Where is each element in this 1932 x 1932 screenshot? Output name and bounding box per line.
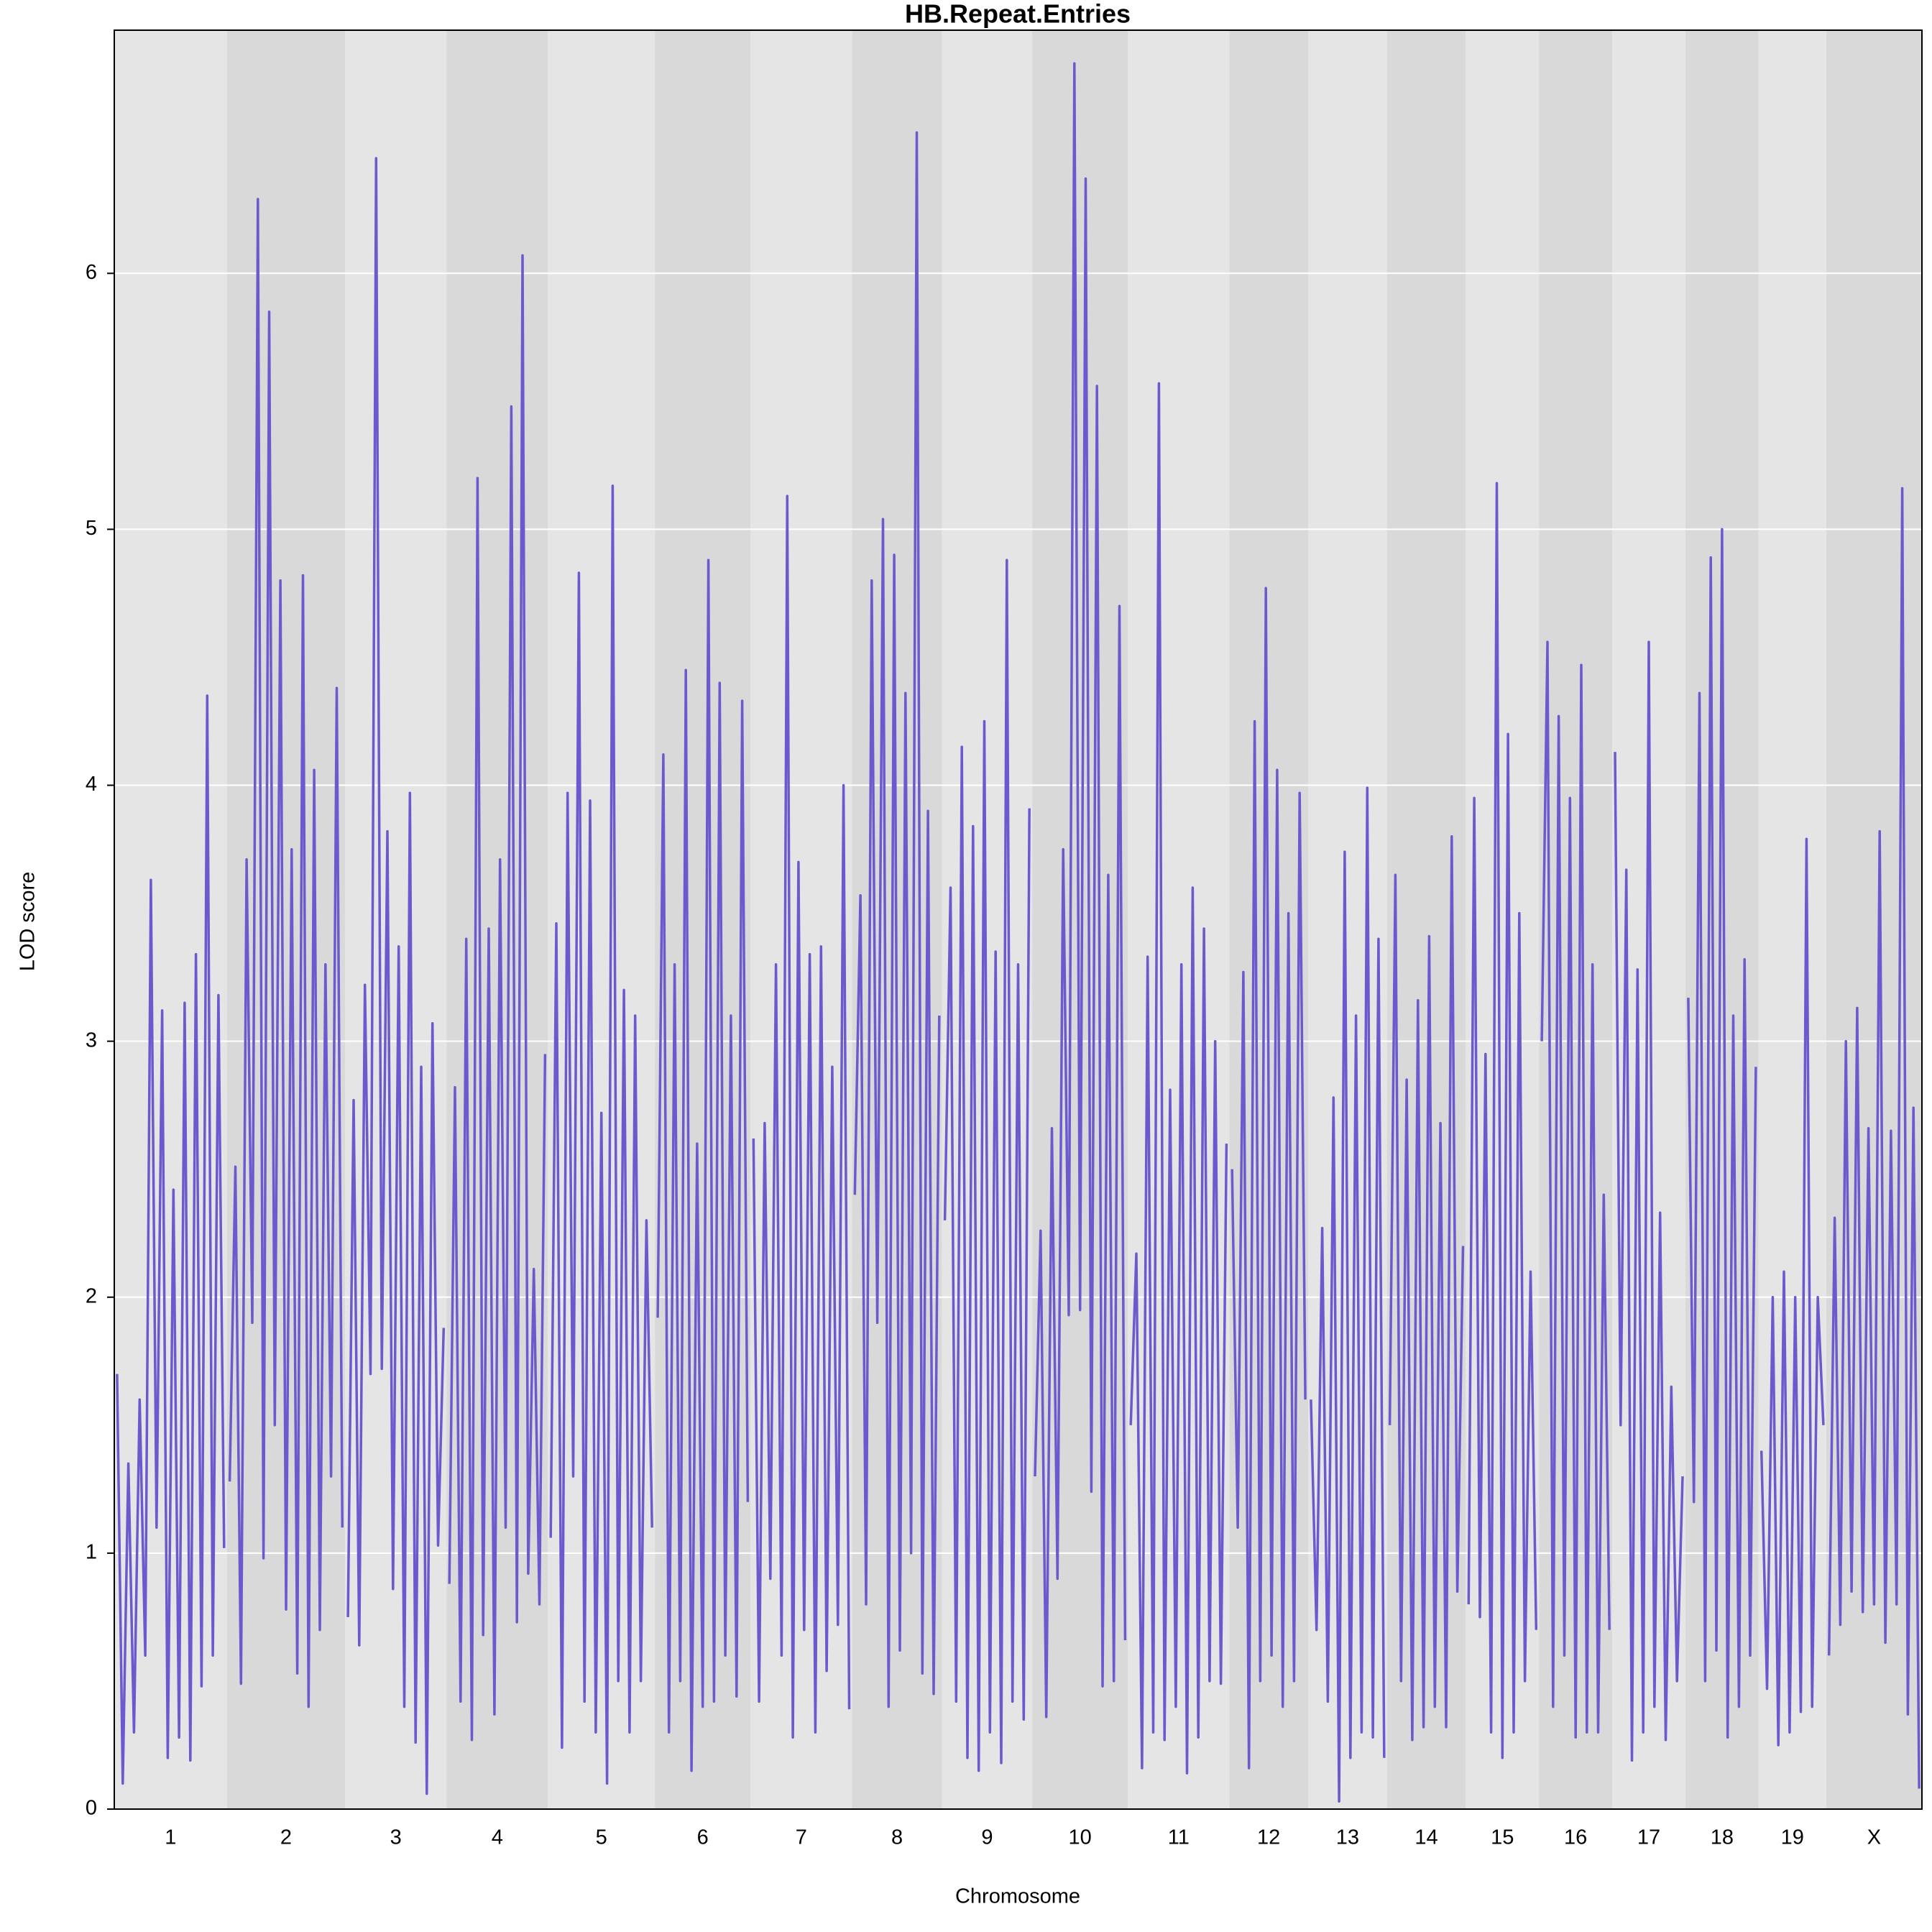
x-axis-label: Chromosome [955, 1885, 1080, 1908]
x-tick-label: 4 [492, 1826, 503, 1849]
lod-line [346, 157, 446, 1795]
chromosome-band [446, 30, 548, 1809]
chromosome-band [1386, 30, 1466, 1809]
x-tick-label: 17 [1637, 1826, 1660, 1849]
y-tick-label: 2 [86, 1284, 97, 1307]
lod-line [1129, 382, 1228, 1775]
x-tick-label: 19 [1781, 1826, 1804, 1849]
lod-line [1230, 586, 1307, 1770]
plot-frame [114, 29, 1923, 1810]
x-tick-label: 18 [1711, 1826, 1734, 1849]
lod-line [1467, 482, 1538, 1760]
chromosome-band [750, 30, 852, 1809]
y-axis-label: LOD score [17, 872, 40, 972]
y-tick-label: 4 [86, 773, 97, 796]
x-tick-label: 6 [697, 1826, 709, 1849]
lod-line [1034, 62, 1127, 1719]
x-tick-label: 5 [596, 1826, 607, 1849]
lod-line [1310, 786, 1386, 1803]
x-tick-label: 9 [981, 1826, 993, 1849]
lod-line [943, 558, 1031, 1772]
x-tick-label: X [1867, 1826, 1881, 1849]
lod-line [1687, 528, 1757, 1739]
x-tick-label: 12 [1257, 1826, 1280, 1849]
lod-line [448, 254, 547, 1742]
lod-line [1388, 835, 1465, 1742]
x-tick-label: 8 [891, 1826, 903, 1849]
lod-line [656, 558, 750, 1772]
x-tick-label: 11 [1168, 1826, 1190, 1849]
x-tick-label: 14 [1414, 1826, 1438, 1849]
x-tick-label: 16 [1564, 1826, 1587, 1849]
chromosome-band [1685, 30, 1759, 1809]
y-tick-label: 0 [86, 1797, 97, 1820]
x-tick-label: 7 [796, 1826, 807, 1849]
lod-line [228, 198, 344, 1708]
x-tick-label: 3 [390, 1826, 402, 1849]
y-tick-label: 5 [86, 517, 97, 540]
lod-line [752, 494, 851, 1739]
lod-line [1614, 640, 1684, 1762]
y-tick-label: 6 [86, 261, 97, 284]
lod-line [1540, 640, 1611, 1739]
x-tick-label: 10 [1069, 1826, 1092, 1849]
lod-line [853, 131, 941, 1708]
x-tick-label: 15 [1491, 1826, 1514, 1849]
x-tick-label: 1 [165, 1826, 176, 1849]
y-tick-label: 3 [86, 1029, 97, 1052]
y-tick-label: 1 [86, 1541, 97, 1564]
lod-line [116, 694, 226, 1785]
lod-line [549, 484, 653, 1785]
x-tick-label: 2 [280, 1826, 292, 1849]
lod-line [1760, 837, 1825, 1747]
x-tick-label: 13 [1336, 1826, 1359, 1849]
chart-title: HB.Repeat.Entries [905, 0, 1131, 29]
lod-line [1827, 487, 1920, 1789]
